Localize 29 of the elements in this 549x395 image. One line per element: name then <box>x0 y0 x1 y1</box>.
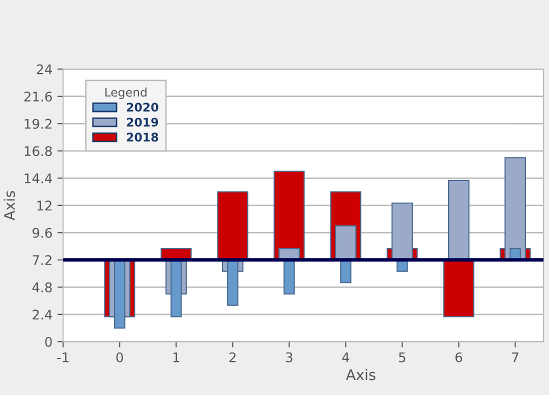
y-tick-label: 2.4 <box>32 310 52 320</box>
y-tick-label: 0 <box>45 336 52 347</box>
y-tick-label: 16.8 <box>24 146 52 156</box>
x-tick-label: 7 <box>512 352 518 362</box>
x-tick-label: -1 <box>57 352 68 362</box>
x-tick-label: 1 <box>173 352 180 362</box>
bar <box>448 180 470 260</box>
x-tick-label: 3 <box>286 352 292 362</box>
bar <box>217 191 248 260</box>
y-tick-label: 21.6 <box>24 92 52 102</box>
y-tick-label: 24 <box>36 64 52 74</box>
x-tick-label: 2 <box>229 352 236 362</box>
x-axis-title: Axis <box>346 368 376 380</box>
legend-label: 2019 <box>126 118 158 127</box>
x-tick-label: 6 <box>455 352 462 362</box>
legend-title: Legend <box>105 88 146 99</box>
x-tick-label: 4 <box>342 352 350 362</box>
y-tick-label: 7.2 <box>32 255 52 265</box>
legend-label: 2020 <box>126 102 158 112</box>
bar <box>274 170 305 260</box>
y-axis-title: Axis <box>4 190 15 220</box>
y-tick-label: 4.8 <box>32 282 52 292</box>
y-tick-label: 12 <box>37 200 52 210</box>
y-tick-label: 14.4 <box>24 174 52 184</box>
y-tick-label: 19.2 <box>24 118 52 129</box>
legend-label: 2018 <box>126 132 158 142</box>
y-tick-label: 9.6 <box>32 228 52 238</box>
x-tick-label: 5 <box>399 352 406 362</box>
x-tick-label: 0 <box>116 352 123 362</box>
